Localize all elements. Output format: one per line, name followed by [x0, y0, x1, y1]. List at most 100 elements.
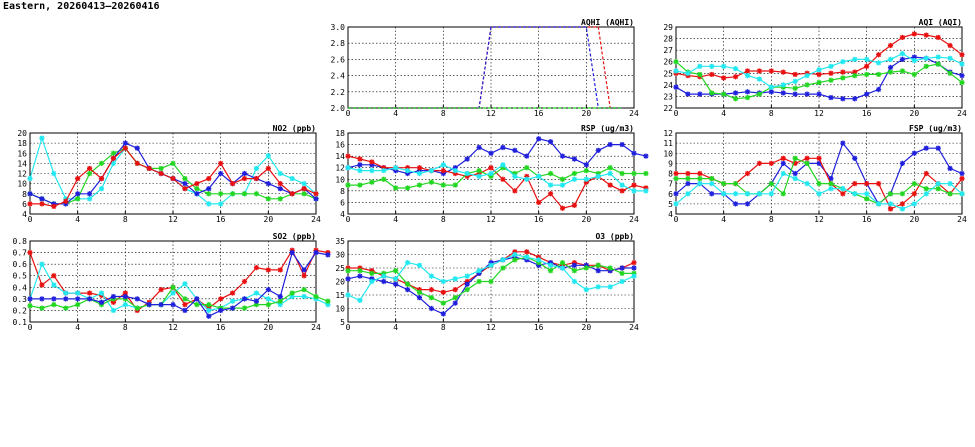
data-point [595, 284, 601, 290]
data-point [899, 68, 906, 74]
data-point [709, 175, 715, 182]
series-line [29, 249, 329, 312]
data-point [98, 160, 105, 166]
data-point [63, 290, 69, 296]
data-point [265, 165, 271, 172]
data-point [86, 196, 93, 202]
data-point [170, 302, 176, 308]
data-point [488, 150, 494, 156]
data-point [134, 296, 140, 302]
chart-title: SO2 (ppb) [273, 232, 316, 241]
data-point [218, 191, 224, 197]
data-point [381, 270, 387, 276]
data-point [673, 191, 679, 197]
data-point [476, 268, 482, 274]
data-point [524, 173, 530, 179]
x-tick-label: 16 [862, 109, 872, 118]
data-point [393, 168, 399, 174]
data-point [229, 305, 236, 311]
data-point [345, 268, 351, 274]
data-point [440, 311, 446, 317]
data-point [476, 278, 482, 285]
y-tick-label: 10 [335, 305, 345, 314]
data-point [852, 155, 858, 161]
aqhi-chart: AQHI (AQHI) 0 4 8 12 16 20 24 2.0 2.2 2.4 2.6 2.8 3.0 [331, 18, 639, 118]
x-tick-label: 4 [393, 215, 398, 224]
series-red [673, 31, 965, 81]
series-cyan [345, 162, 649, 194]
x-tick-label: 0 [674, 215, 679, 224]
data-point [804, 82, 810, 88]
data-point [512, 249, 518, 255]
chart-title: NO2 (ppb) [273, 124, 316, 133]
data-point [631, 188, 637, 194]
x-tick-label: 20 [910, 109, 920, 118]
data-point [899, 191, 906, 197]
data-point [732, 90, 739, 96]
data-point [864, 196, 870, 202]
data-point [464, 170, 470, 177]
data-point [325, 298, 331, 304]
data-point [170, 284, 176, 290]
data-point [643, 153, 649, 159]
data-point [792, 78, 798, 84]
data-point [732, 66, 739, 72]
data-point [804, 91, 810, 97]
data-point [643, 170, 649, 177]
data-point [673, 59, 679, 65]
data-point [875, 52, 882, 58]
data-point [607, 268, 613, 274]
data-point [452, 165, 458, 171]
y-tick-label: 0.2 [13, 306, 28, 315]
chart-title: AQI (AQI) [919, 18, 962, 27]
x-tick-label: 8 [441, 109, 446, 118]
data-point [301, 181, 307, 187]
series-red [27, 145, 319, 210]
x-tick-label: 24 [957, 215, 967, 224]
data-point [768, 84, 774, 90]
data-point [571, 176, 578, 182]
data-point [631, 150, 637, 156]
x-tick-label: 24 [311, 215, 321, 224]
data-point [39, 201, 45, 207]
data-point [229, 191, 236, 197]
y-tick-label: 9 [668, 159, 673, 168]
data-point [911, 57, 917, 64]
data-point [488, 170, 494, 177]
data-point [875, 71, 882, 78]
data-point [792, 170, 798, 177]
data-point [935, 186, 941, 192]
data-point [792, 85, 798, 91]
y-tick-label: 10 [663, 149, 673, 158]
data-point [959, 175, 965, 182]
data-point [923, 186, 929, 192]
data-point [357, 156, 363, 162]
data-point [744, 191, 751, 197]
chart-title: RSP (ug/m3) [581, 124, 634, 133]
data-point [440, 168, 446, 174]
x-tick-label: 20 [582, 215, 592, 224]
data-point [583, 265, 589, 271]
data-point [51, 170, 57, 177]
x-tick-label: 24 [957, 109, 967, 118]
data-point [218, 307, 224, 314]
data-point [98, 186, 105, 192]
data-point [146, 302, 152, 308]
data-point [122, 293, 128, 300]
data-point [607, 182, 613, 188]
data-point [146, 165, 152, 172]
data-point [744, 68, 751, 74]
data-point [122, 290, 128, 296]
data-point [911, 71, 917, 78]
data-point [110, 150, 117, 156]
y-tick-label: 5 [340, 318, 345, 327]
data-point [416, 170, 423, 177]
y-tick-label: 0.1 [13, 318, 28, 327]
data-point [404, 287, 411, 293]
data-point [158, 287, 164, 293]
data-point [345, 265, 351, 271]
data-point [804, 181, 810, 187]
data-point [631, 182, 637, 188]
data-point [277, 302, 283, 308]
data-point [619, 141, 625, 148]
